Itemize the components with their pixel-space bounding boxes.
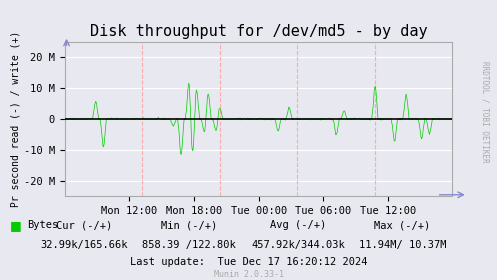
Text: Min (-/+): Min (-/+) <box>161 220 217 230</box>
Text: Munin 2.0.33-1: Munin 2.0.33-1 <box>214 270 283 279</box>
Text: 32.99k/165.66k: 32.99k/165.66k <box>41 240 128 250</box>
Text: Avg (-/+): Avg (-/+) <box>270 220 327 230</box>
Text: 11.94M/ 10.37M: 11.94M/ 10.37M <box>359 240 446 250</box>
Text: Bytes: Bytes <box>27 220 59 230</box>
Text: ■: ■ <box>10 219 22 232</box>
Text: Cur (-/+): Cur (-/+) <box>56 220 113 230</box>
Text: Last update:  Tue Dec 17 16:20:12 2024: Last update: Tue Dec 17 16:20:12 2024 <box>130 256 367 267</box>
Text: Max (-/+): Max (-/+) <box>374 220 431 230</box>
Text: RRDTOOL / TOBI OETIKER: RRDTOOL / TOBI OETIKER <box>481 61 490 163</box>
Text: 457.92k/344.03k: 457.92k/344.03k <box>251 240 345 250</box>
Title: Disk throughput for /dev/md5 - by day: Disk throughput for /dev/md5 - by day <box>89 24 427 39</box>
Y-axis label: Pr second read (-) / write (+): Pr second read (-) / write (+) <box>11 31 21 207</box>
Text: 858.39 /122.80k: 858.39 /122.80k <box>142 240 236 250</box>
